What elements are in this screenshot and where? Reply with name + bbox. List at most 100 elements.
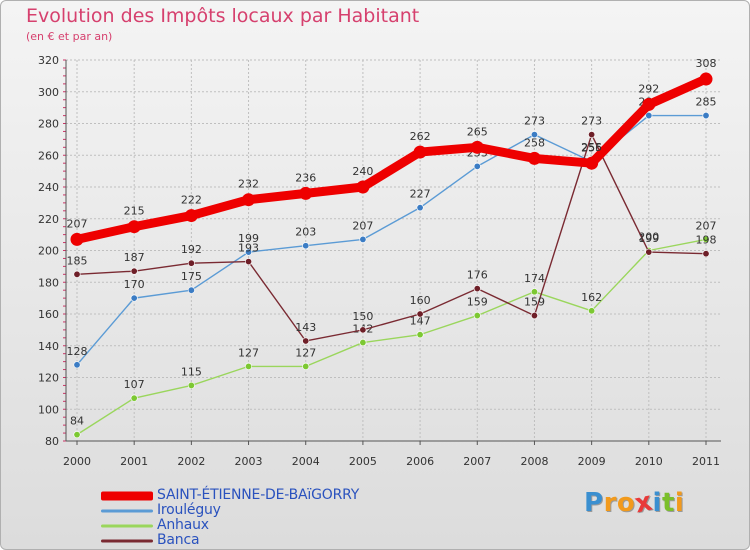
- legend-label: Anhaux: [157, 517, 209, 533]
- data-label: 143: [295, 321, 316, 334]
- data-label: 215: [124, 205, 145, 218]
- data-point: [413, 145, 427, 159]
- data-point: [73, 361, 81, 369]
- data-label: 160: [410, 294, 431, 307]
- data-point: [73, 270, 81, 278]
- data-label: 107: [124, 378, 145, 391]
- data-point: [473, 285, 481, 293]
- data-label: 159: [467, 296, 488, 309]
- data-point: [187, 259, 195, 267]
- data-label: 203: [295, 226, 316, 239]
- x-tick-label: 2002: [177, 455, 205, 468]
- x-tick-label: 2004: [292, 455, 320, 468]
- data-point: [245, 248, 253, 256]
- chart-legend: SAINT-ÉTIENNE-DE-BAïGORRY Irouléguy Anhaux…: [101, 487, 421, 548]
- y-tick-label: 80: [45, 435, 59, 448]
- data-point: [416, 331, 424, 339]
- data-point: [473, 312, 481, 320]
- y-tick-label: 140: [38, 340, 59, 353]
- data-point: [530, 312, 538, 320]
- data-point: [127, 220, 141, 234]
- data-point: [242, 193, 256, 207]
- data-label: 258: [524, 136, 545, 149]
- data-label: 199: [238, 232, 259, 245]
- data-label: 128: [67, 345, 88, 358]
- y-tick-label: 220: [38, 213, 59, 226]
- data-label: 198: [696, 234, 717, 247]
- data-label: 273: [581, 115, 602, 128]
- series-line-saint-tienne-de-ba-gorry: [72, 74, 711, 244]
- data-point: [70, 232, 84, 246]
- legend-item: Banca: [101, 532, 421, 548]
- data-point: [702, 235, 710, 243]
- data-label: 199: [638, 232, 659, 245]
- proxiti-logo: Proxiti: [584, 487, 685, 520]
- data-point: [699, 72, 713, 86]
- data-point: [588, 307, 596, 315]
- legend-swatch: [101, 491, 153, 500]
- data-point: [642, 97, 656, 111]
- x-tick-label: 2001: [120, 455, 148, 468]
- y-tick-label: 240: [38, 181, 59, 194]
- data-label: 192: [181, 243, 202, 256]
- data-point: [187, 286, 195, 294]
- data-label: 193: [238, 242, 259, 255]
- data-point: [527, 151, 541, 165]
- data-point: [359, 235, 367, 243]
- data-point: [585, 156, 599, 170]
- data-point: [245, 362, 253, 370]
- chart-title: Evolution des Impôts locaux par Habitant: [26, 5, 420, 27]
- y-tick-label: 180: [38, 276, 59, 289]
- data-label: 236: [295, 171, 316, 184]
- legend-label: Banca: [157, 532, 200, 548]
- logo-letter: r: [603, 488, 617, 518]
- logo-letter: i: [674, 488, 685, 518]
- data-label: 207: [67, 217, 88, 230]
- data-point: [299, 186, 313, 200]
- data-label: 292: [638, 82, 659, 95]
- logo-letter: o: [616, 488, 636, 518]
- data-point: [530, 288, 538, 296]
- y-tick-label: 100: [38, 403, 59, 416]
- y-tick-label: 260: [38, 149, 59, 162]
- data-label: 265: [467, 125, 488, 138]
- data-point: [130, 394, 138, 402]
- legend-item: SAINT-ÉTIENNE-DE-BAïGORRY: [101, 487, 421, 503]
- data-point: [416, 204, 424, 212]
- data-label: 187: [124, 251, 145, 264]
- data-label: 262: [410, 130, 431, 143]
- data-point: [416, 310, 424, 318]
- x-tick-label: 2009: [578, 455, 606, 468]
- data-label: 127: [238, 346, 259, 359]
- data-point: [702, 250, 710, 258]
- data-point: [359, 339, 367, 347]
- data-point: [473, 162, 481, 170]
- data-label: 232: [238, 178, 259, 191]
- logo-letter: i: [652, 488, 662, 518]
- data-point: [588, 131, 596, 139]
- data-point: [130, 294, 138, 302]
- data-label: 162: [581, 291, 602, 304]
- data-label: 127: [295, 346, 316, 359]
- data-point: [187, 381, 195, 389]
- y-tick-label: 160: [38, 308, 59, 321]
- data-label: 273: [524, 115, 545, 128]
- data-label: 170: [124, 278, 145, 291]
- data-point: [356, 180, 370, 194]
- legend-label: SAINT-ÉTIENNE-DE-BAïGORRY: [157, 487, 360, 503]
- data-point: [645, 112, 653, 120]
- data-label: 227: [410, 188, 431, 201]
- data-point: [130, 267, 138, 275]
- chart-subtitle: (en € et par an): [26, 30, 113, 43]
- y-tick-label: 200: [38, 245, 59, 258]
- data-point: [645, 248, 653, 256]
- data-label: 185: [67, 254, 88, 267]
- x-tick-label: 2007: [463, 455, 491, 468]
- data-label: 207: [696, 219, 717, 232]
- data-label: 84: [70, 415, 84, 428]
- data-point: [302, 337, 310, 345]
- x-tick-label: 2005: [349, 455, 377, 468]
- data-point: [302, 242, 310, 250]
- data-label: 175: [181, 270, 202, 283]
